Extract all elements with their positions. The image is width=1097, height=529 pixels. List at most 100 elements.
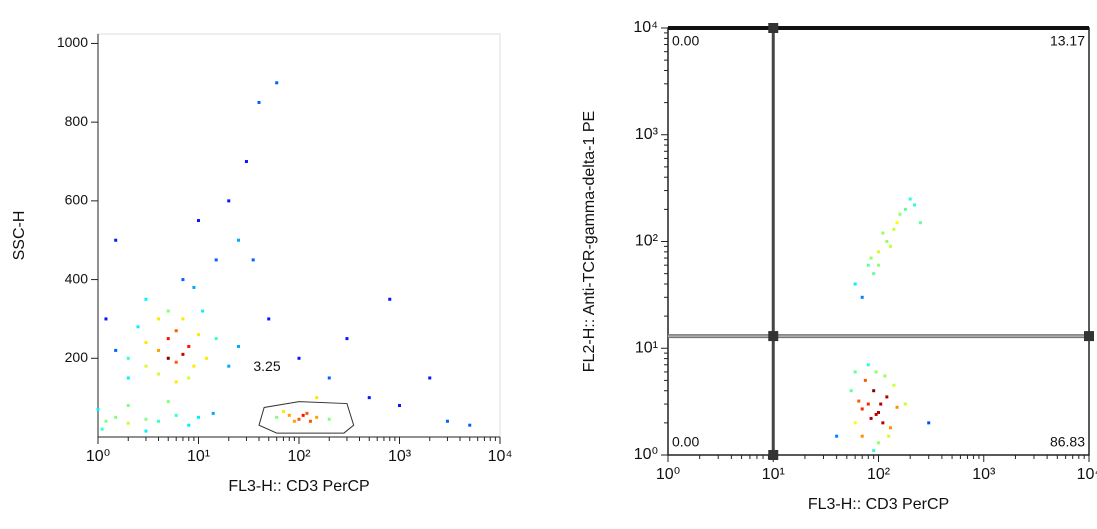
event-point xyxy=(136,325,140,329)
event-point xyxy=(428,376,432,380)
event-point xyxy=(883,374,887,378)
event-point xyxy=(211,411,215,415)
event-point xyxy=(174,413,178,417)
quadrant-handle xyxy=(768,23,779,33)
event-point xyxy=(857,399,861,403)
event-point xyxy=(860,407,864,411)
event-point xyxy=(881,231,885,235)
event-point xyxy=(104,419,108,423)
event-point xyxy=(174,360,178,364)
gate xyxy=(258,401,355,434)
y-tick-label: 10⁴ xyxy=(633,19,658,36)
event-point xyxy=(181,278,185,282)
event-point xyxy=(126,404,130,408)
y-tick-label: 600 xyxy=(65,192,89,208)
event-point xyxy=(144,417,148,421)
event-point xyxy=(144,364,148,368)
event-point xyxy=(227,364,231,368)
event-point xyxy=(197,219,200,223)
event-point xyxy=(849,389,853,393)
event-point xyxy=(201,309,205,313)
x-tick-label: 10⁴ xyxy=(1077,466,1097,483)
y-axis-label: FL2-H:: Anti-TCR-gamma-delta-1 PE xyxy=(581,111,598,372)
event-point xyxy=(236,238,240,242)
y-axis-label: SSC-H xyxy=(11,211,28,261)
plot-frame xyxy=(667,27,1090,456)
event-point xyxy=(192,285,196,289)
event-point xyxy=(166,356,170,360)
event-point xyxy=(236,344,240,348)
event-point xyxy=(853,370,857,374)
y-tick-label: 10¹ xyxy=(635,339,658,356)
event-point xyxy=(860,434,864,438)
event-point xyxy=(251,258,255,262)
event-point xyxy=(860,295,864,299)
event-point xyxy=(114,415,118,419)
event-point xyxy=(166,400,170,404)
event-point xyxy=(892,383,896,387)
y-tick-label: 10² xyxy=(635,233,659,250)
event-point xyxy=(214,258,218,262)
event-point xyxy=(877,411,880,415)
y-tick-label: 1000 xyxy=(57,34,88,50)
event-point xyxy=(297,356,301,360)
event-point xyxy=(305,411,309,415)
event-point xyxy=(96,407,100,411)
event-point xyxy=(157,372,161,376)
event-point xyxy=(866,402,870,406)
x-tick-label: 10⁰ xyxy=(86,448,110,465)
x-axis-label: FL3-H:: CD3 PerCP xyxy=(808,496,949,513)
event-point xyxy=(192,364,196,368)
event-point xyxy=(144,341,148,345)
event-point xyxy=(292,419,296,423)
event-point xyxy=(297,417,301,421)
event-point xyxy=(197,415,200,419)
event-point xyxy=(885,240,889,243)
x-tick-label: 10¹ xyxy=(187,448,210,465)
quadrant-handle xyxy=(1084,331,1094,342)
x-tick-label: 10³ xyxy=(972,466,996,483)
event-point xyxy=(257,100,261,104)
event-point xyxy=(104,317,108,321)
event-point xyxy=(315,415,319,419)
event-point xyxy=(918,221,922,225)
event-point xyxy=(287,413,291,417)
event-point xyxy=(445,419,449,423)
event-point xyxy=(869,256,873,260)
quadrant-label: 0.00 xyxy=(672,434,699,450)
event-point xyxy=(877,441,880,445)
event-point xyxy=(877,263,880,267)
event-point xyxy=(888,426,892,430)
event-point xyxy=(927,421,931,425)
quadrant-label: 0.00 xyxy=(672,33,699,49)
event-point xyxy=(174,329,178,333)
quadrant-handle xyxy=(768,450,779,460)
event-point xyxy=(144,429,148,433)
event-point xyxy=(327,376,331,380)
event-point xyxy=(174,380,178,384)
event-point xyxy=(367,396,371,400)
event-point xyxy=(166,309,170,313)
event-point xyxy=(895,221,899,225)
event-point xyxy=(874,370,878,374)
y-tick-label: 400 xyxy=(65,270,89,286)
event-point xyxy=(835,434,839,438)
x-tick-label: 10² xyxy=(867,466,891,483)
event-point xyxy=(157,419,161,423)
event-point xyxy=(114,348,118,352)
event-point xyxy=(892,227,896,231)
event-point xyxy=(866,363,870,367)
event-point xyxy=(869,416,873,420)
event-point xyxy=(398,404,401,408)
y-tick-label: 10³ xyxy=(635,126,659,143)
event-point xyxy=(866,263,870,267)
event-point xyxy=(872,449,876,453)
event-point xyxy=(114,238,118,242)
event-point xyxy=(885,395,889,399)
gate-label: 3.25 xyxy=(253,358,280,374)
event-point xyxy=(903,207,907,211)
event-point xyxy=(874,412,878,416)
event-point xyxy=(126,356,130,360)
x-tick-label: 10⁴ xyxy=(488,448,513,465)
